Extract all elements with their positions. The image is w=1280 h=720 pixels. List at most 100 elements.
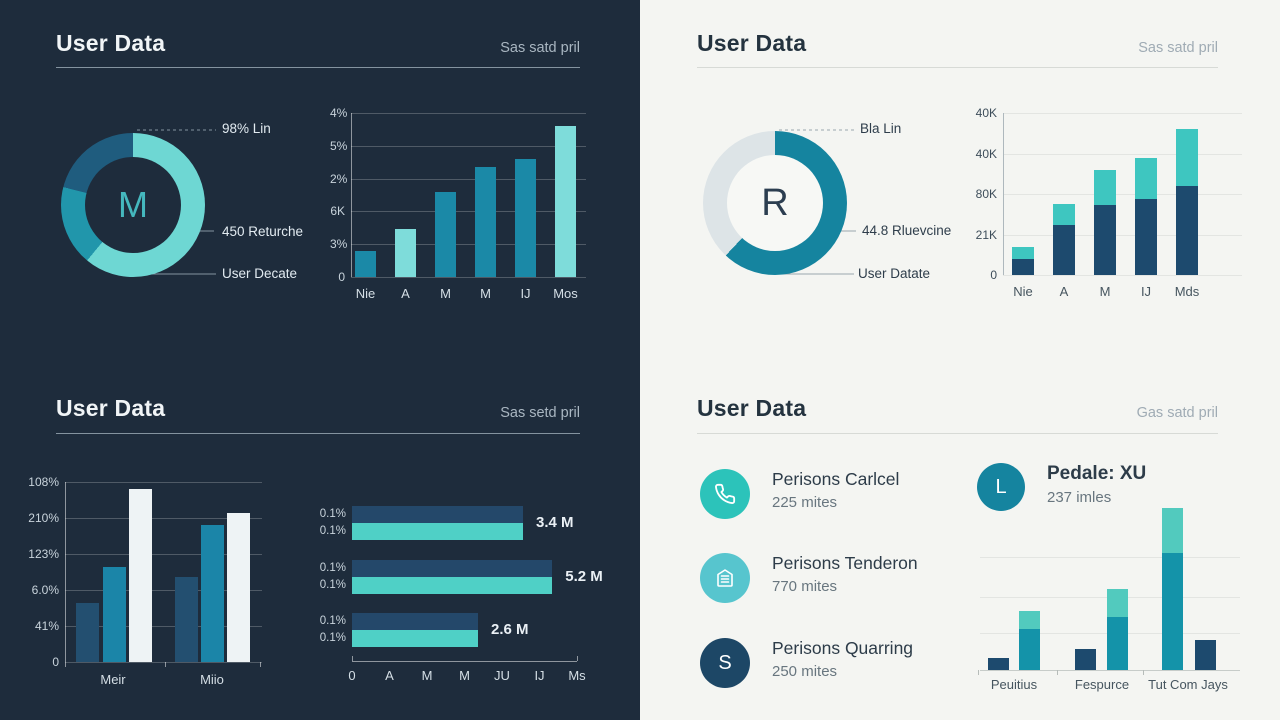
gridline (980, 557, 1240, 558)
y-tick-label: 0 (338, 270, 345, 284)
gridline (351, 244, 586, 246)
bar (227, 512, 250, 662)
gridline (65, 626, 262, 627)
bar (1075, 648, 1096, 670)
bar-segment-base (1053, 224, 1075, 275)
bar (175, 577, 198, 662)
bar (988, 658, 1009, 670)
bar-segment-base (1012, 258, 1034, 275)
list-item-title: Perisons Carlcel (772, 469, 900, 489)
axis-tick (165, 662, 166, 667)
axis-tick (65, 662, 66, 667)
x-tick-label: M (459, 668, 470, 683)
bar-chart: 4% 5% 2% 6K 3% 0 Nie A M M IJ Mos (330, 105, 598, 305)
list-item: S Perisons Quarring 250 mites (700, 638, 913, 688)
x-tick-label: Ms (568, 668, 586, 683)
list-item-subtitle: 250 mites (772, 663, 838, 680)
donut-annotation: User Datate (858, 266, 931, 281)
x-tick-label: M (440, 286, 451, 301)
panel-subtitle: Sas setd pril (500, 405, 580, 421)
x-tick-label: 0 (348, 668, 356, 683)
h-bar-dark (352, 506, 523, 523)
y-tick-label: 41% (34, 619, 59, 633)
bar (475, 167, 496, 277)
letter-badge: S (700, 638, 750, 688)
bar (129, 489, 152, 662)
axis-tick (352, 656, 353, 661)
list-item-title: Perisons Quarring (772, 638, 914, 658)
gridline (351, 277, 586, 278)
bar-value-label: 2.6 M (491, 621, 529, 638)
gridline (65, 554, 262, 555)
bar-segment-base (1107, 617, 1128, 670)
gridline (65, 662, 262, 663)
row-tick-label: 0.1% (319, 614, 346, 627)
list-item-subtitle: 770 mites (772, 578, 838, 595)
donut-center-label: M (118, 184, 148, 225)
y-axis-line (1003, 113, 1004, 275)
y-axis-line (351, 113, 352, 277)
gridline (65, 518, 262, 519)
y-tick-label: 40K (975, 146, 997, 161)
bar (355, 250, 376, 277)
panel-title: User Data (56, 395, 166, 421)
bar-segment-base (1135, 198, 1157, 275)
badge-letter: S (718, 651, 732, 674)
y-tick-label: 40K (975, 106, 997, 120)
bar-segment-top (1135, 158, 1157, 199)
donut-annotation: 450 Returche (222, 224, 304, 239)
bar-segment-base (1176, 185, 1198, 275)
x-tick-label: IJ (520, 286, 531, 301)
x-tick-label: Nie (355, 286, 376, 301)
phone-icon-badge (700, 469, 750, 519)
horizontal-bar-chart: 0.1% 0.1% 3.4 M 0.1% 0.1% 5.2 M 0.1% 0.1% 2.6 M 0… (318, 480, 618, 692)
bar (76, 602, 99, 662)
donut-center-label: R (761, 181, 789, 224)
y-axis-line (65, 482, 66, 662)
grouped-bar-chart: 108% 210% 123% 6.0% 41% 0 Meir Miio (28, 468, 280, 693)
gridline (351, 178, 586, 180)
y-tick-label: 0 (990, 268, 997, 282)
x-tick-label: M (480, 286, 491, 301)
x-tick-label: IJ (1140, 284, 1152, 299)
bar (435, 191, 456, 277)
x-tick-label: Tut Com Jays (1148, 677, 1228, 692)
h-bar-dark (352, 560, 553, 577)
header-divider (697, 433, 1218, 434)
gridline (1003, 234, 1242, 236)
bar (555, 126, 576, 277)
x-tick-label: Peuitius (990, 677, 1038, 692)
panel-title: User Data (697, 30, 807, 56)
x-tick-label: Miio (200, 672, 224, 687)
y-tick-label: 123% (28, 547, 59, 561)
gridline (65, 482, 262, 483)
axis-tick (577, 656, 578, 661)
phone-icon (715, 483, 736, 505)
gridline (351, 211, 586, 213)
bar-segment-base (1094, 205, 1116, 275)
bar (515, 158, 536, 277)
x-tick-label: Fespurce (1074, 677, 1130, 692)
mail-icon (717, 569, 733, 587)
donut-annotation: Bla Lin (860, 121, 902, 136)
donut-annotation: 98% Lin (222, 121, 271, 136)
x-tick-label: M (1099, 284, 1111, 299)
y-tick-label: 3% (330, 237, 348, 252)
bar-segment-top (1053, 203, 1075, 225)
gridline (1003, 113, 1242, 114)
bar-segment-base (1019, 628, 1040, 670)
list-item-text: Pedale: XU 237 imles (1047, 463, 1146, 506)
gridline (351, 145, 586, 147)
panel-title: User Data (56, 30, 166, 56)
row-tick-label: 0.1% (319, 631, 346, 644)
x-tick-label: IJ (534, 668, 545, 683)
axis-tick (260, 662, 261, 667)
h-bar-teal (352, 630, 478, 647)
list-item: Perisons Tenderon 770 mites (700, 553, 918, 603)
y-tick-label: 21K (975, 227, 997, 242)
mail-icon-badge (700, 553, 750, 603)
panel-subtitle: Gas satd pril (1136, 405, 1218, 421)
bar-segment-top (1176, 129, 1198, 186)
bar (1195, 640, 1216, 670)
